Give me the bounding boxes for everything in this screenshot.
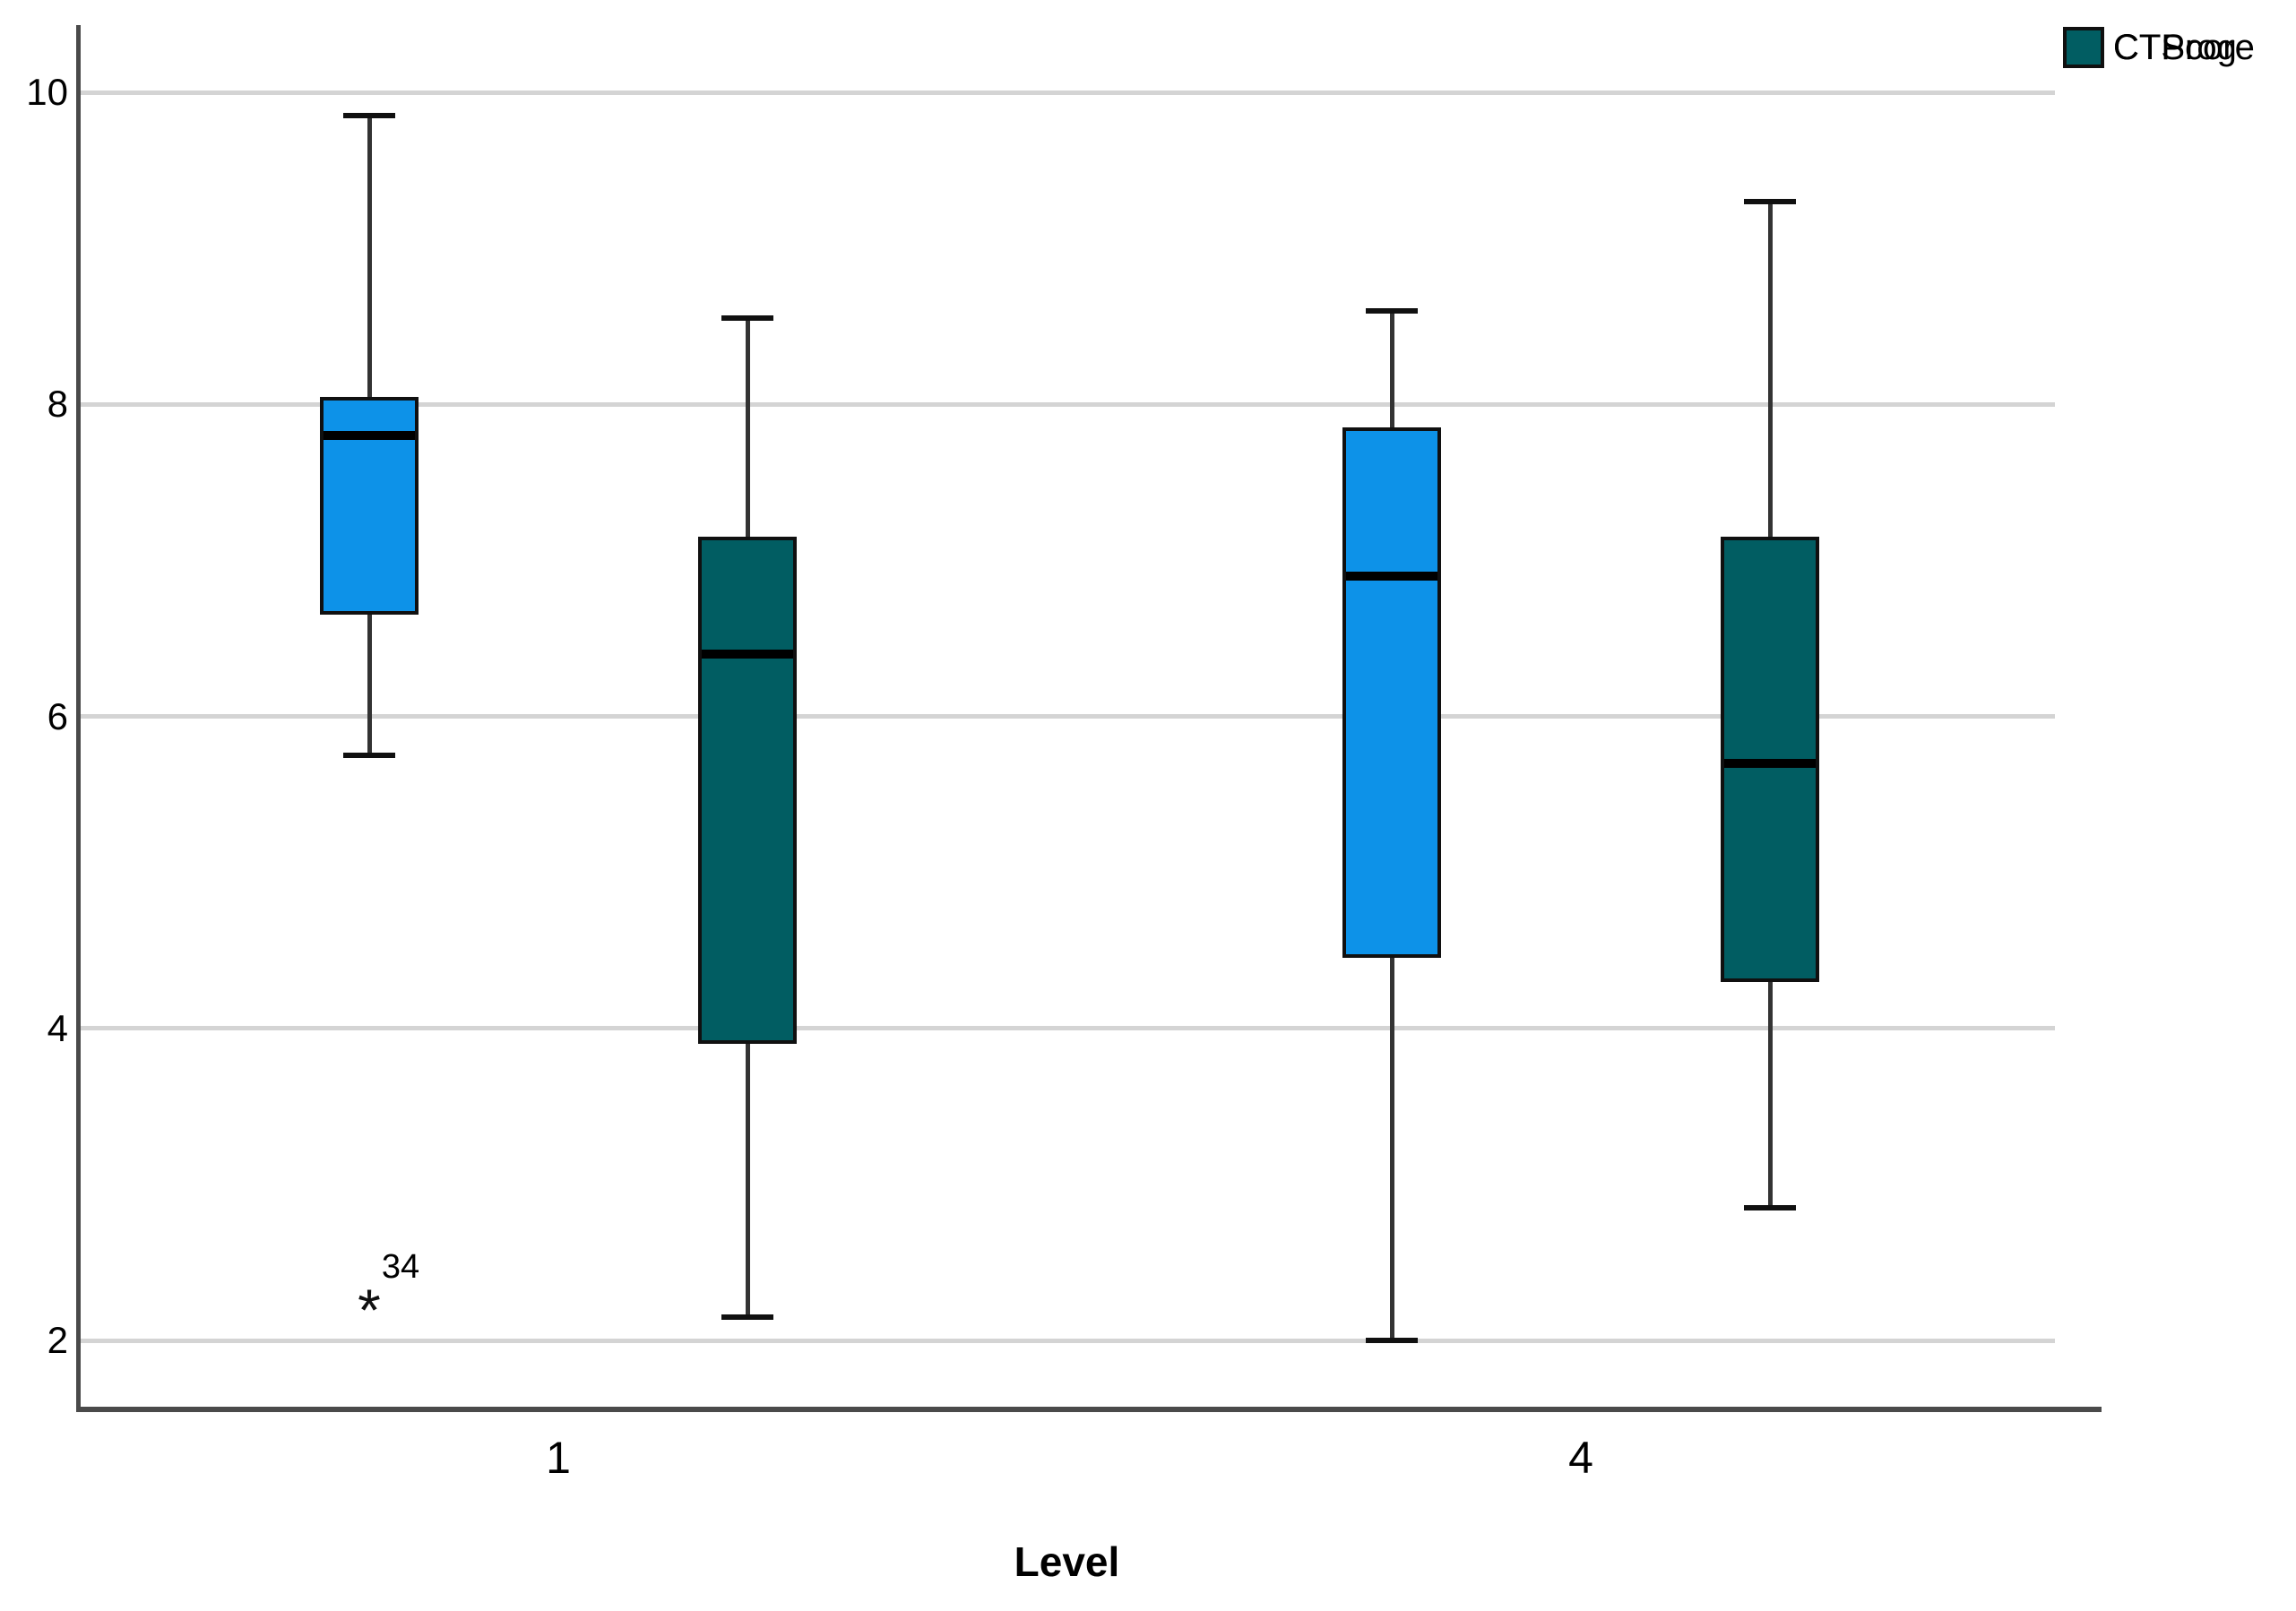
median-ctprog-1: [702, 649, 793, 659]
whisker-cap-high-ctscore-1: [343, 113, 395, 119]
x-tick-label-4: 4: [1568, 1433, 1593, 1483]
y-tick-label-4: 4: [47, 1006, 68, 1049]
gridline-6: [79, 714, 2055, 719]
median-ctprog-4: [1724, 758, 1816, 768]
legend-label-ctprog: CTProg: [2113, 27, 2237, 67]
gridline-2: [79, 1338, 2055, 1343]
median-ctscore-4: [1346, 571, 1437, 581]
y-tick-label-10: 10: [26, 71, 68, 113]
x-axis-title: Level: [1014, 1538, 1120, 1585]
median-ctscore-1: [324, 431, 415, 441]
whisker-cap-low-ctscore-4: [1366, 1338, 1418, 1343]
legend-swatch-ctprog-icon: [2063, 27, 2104, 68]
y-tick-label-2: 2: [47, 1319, 68, 1361]
gridline-8: [79, 401, 2055, 407]
outlier-label-ctscore-1: 34: [381, 1248, 420, 1287]
box-ctprog-1: [698, 537, 797, 1045]
whisker-cap-high-ctscore-4: [1366, 307, 1418, 314]
legend-item-ctprog: CTProg: [2063, 27, 2237, 68]
box-ctscore-4: [1342, 427, 1441, 959]
legend-label-ctscore: CTScore: [2113, 27, 2255, 67]
outlier-marker-icon-ctscore-1: *: [358, 1277, 381, 1344]
whisker-cap-high-ctprog-1: [721, 315, 773, 322]
whisker-cap-high-ctprog-4: [1744, 198, 1796, 204]
y-tick-label-6: 6: [47, 694, 68, 737]
whisker-cap-low-ctscore-1: [343, 753, 395, 759]
gridline-10: [79, 90, 2055, 95]
y-tick-label-8: 8: [47, 383, 68, 426]
x-axis-line: [76, 1407, 2102, 1412]
box-ctscore-1: [320, 396, 419, 616]
y-axis-line: [76, 25, 81, 1412]
whisker-cap-low-ctprog-4: [1744, 1204, 1796, 1210]
whisker-cap-low-ctprog-1: [721, 1314, 773, 1320]
gridline-4: [79, 1026, 2055, 1031]
x-tick-label-1: 1: [546, 1433, 571, 1483]
